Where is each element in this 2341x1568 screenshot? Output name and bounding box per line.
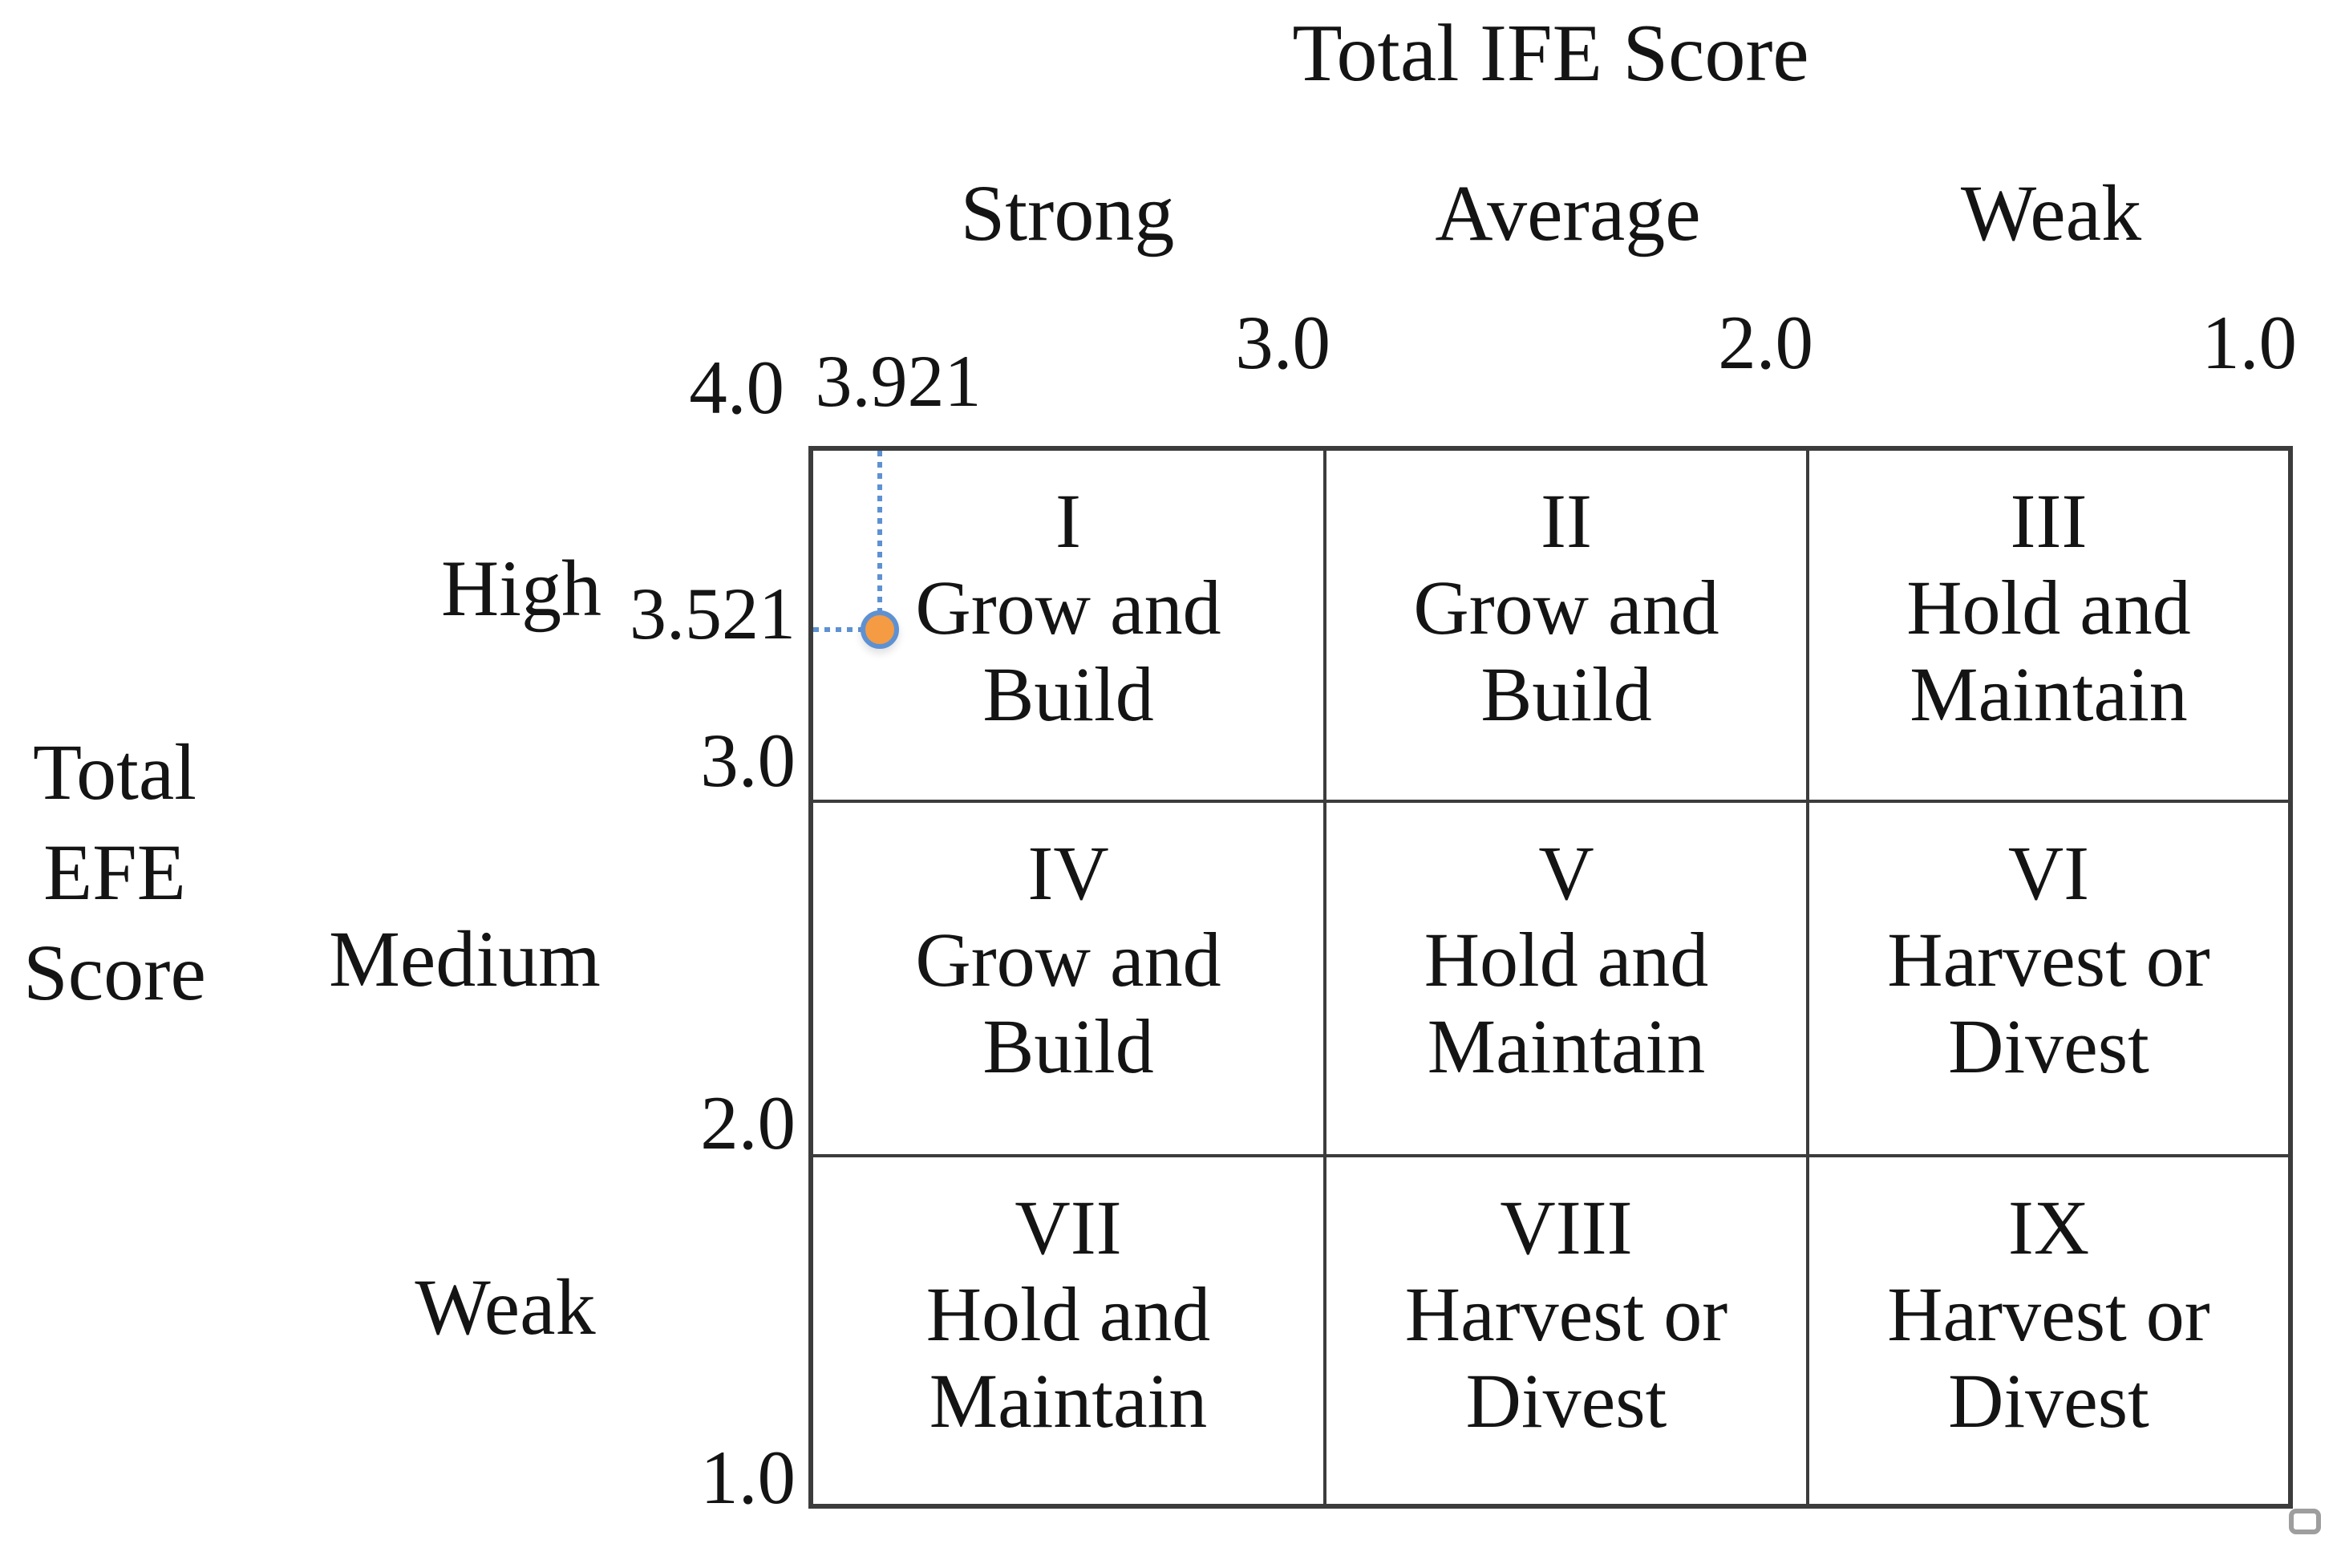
cell-numeral: I bbox=[1055, 478, 1081, 564]
cell-quadrant-8: VIII Harvest or Divest bbox=[1326, 1157, 1809, 1504]
cell-strategy-line: Divest bbox=[1948, 1358, 2149, 1444]
cell-strategy-line: Harvest or bbox=[1404, 1271, 1728, 1357]
cell-quadrant-9: IX Harvest or Divest bbox=[1809, 1157, 2288, 1504]
cell-strategy-line: Harvest or bbox=[1887, 917, 2210, 1003]
cell-strategy-line: Maintain bbox=[1910, 651, 2188, 737]
cell-strategy-line: Maintain bbox=[929, 1358, 1208, 1444]
row-header-weak: Weak bbox=[415, 1262, 596, 1351]
cell-numeral: III bbox=[2010, 478, 2088, 564]
cell-numeral: VI bbox=[2007, 830, 2090, 916]
x-tick-1-0: 1.0 bbox=[2201, 300, 2297, 385]
column-header-average: Average bbox=[1435, 168, 1701, 257]
cell-numeral: IX bbox=[2007, 1185, 2090, 1270]
row-header-high: High bbox=[441, 544, 601, 633]
cell-quadrant-3: III Hold and Maintain bbox=[1809, 451, 2288, 803]
cell-strategy-line: Build bbox=[982, 651, 1154, 737]
point-horizontal-guide-line bbox=[813, 627, 861, 632]
point-x-value-label: 3.921 bbox=[815, 340, 982, 422]
data-point-marker[interactable] bbox=[861, 610, 899, 649]
y-axis-title-line-1: Total bbox=[32, 727, 197, 816]
cell-numeral: VIII bbox=[1500, 1185, 1633, 1270]
point-y-value-label: 3.521 bbox=[630, 573, 796, 654]
cell-strategy-line: Hold and bbox=[925, 1271, 1211, 1357]
cell-quadrant-1: I Grow and Build bbox=[813, 451, 1326, 803]
y-axis-title-line-2: EFE bbox=[43, 828, 186, 917]
cell-strategy-line: Hold and bbox=[1906, 565, 2191, 650]
cell-strategy-line: Hold and bbox=[1424, 917, 1709, 1003]
cell-numeral: V bbox=[1538, 830, 1594, 916]
cell-numeral: II bbox=[1541, 478, 1592, 564]
cell-quadrant-6: VI Harvest or Divest bbox=[1809, 803, 2288, 1157]
column-header-weak: Weak bbox=[1960, 168, 2142, 257]
cell-quadrant-5: V Hold and Maintain bbox=[1326, 803, 1809, 1157]
y-tick-1-0: 1.0 bbox=[700, 1435, 796, 1520]
column-header-strong: Strong bbox=[960, 168, 1175, 257]
y-axis-title-line-3: Score bbox=[23, 928, 206, 1017]
cell-quadrant-7: VII Hold and Maintain bbox=[813, 1157, 1326, 1504]
cell-strategy-line: Grow and bbox=[1413, 565, 1719, 650]
point-vertical-guide-line bbox=[877, 451, 882, 611]
cell-quadrant-4: IV Grow and Build bbox=[813, 803, 1326, 1157]
x-axis-title: Total IFE Score bbox=[1292, 8, 1809, 99]
y-axis-title: Total EFE Score bbox=[14, 722, 215, 1023]
matrix-grid: I Grow and Build II Grow and Build III H… bbox=[808, 446, 2293, 1509]
x-tick-3-0: 3.0 bbox=[1235, 300, 1330, 385]
cell-strategy-line: Harvest or bbox=[1887, 1271, 2210, 1357]
cell-strategy-line: Build bbox=[1480, 651, 1652, 737]
cell-numeral: VII bbox=[1015, 1185, 1122, 1270]
cell-strategy-line: Divest bbox=[1948, 1003, 2149, 1089]
x-tick-4-0: 4.0 bbox=[689, 345, 784, 430]
cell-strategy-line: Grow and bbox=[915, 917, 1221, 1003]
y-tick-3-0: 3.0 bbox=[700, 718, 796, 803]
cell-strategy-line: Divest bbox=[1465, 1358, 1667, 1444]
cell-numeral: IV bbox=[1027, 830, 1109, 916]
x-tick-2-0: 2.0 bbox=[1718, 300, 1813, 385]
y-tick-2-0: 2.0 bbox=[700, 1080, 796, 1165]
cell-strategy-line: Build bbox=[982, 1003, 1154, 1089]
cell-strategy-line: Maintain bbox=[1427, 1003, 1706, 1089]
resize-handle[interactable] bbox=[2289, 1509, 2321, 1534]
cell-quadrant-2: II Grow and Build bbox=[1326, 451, 1809, 803]
cell-strategy-line: Grow and bbox=[915, 565, 1221, 650]
row-header-medium: Medium bbox=[329, 914, 601, 1003]
